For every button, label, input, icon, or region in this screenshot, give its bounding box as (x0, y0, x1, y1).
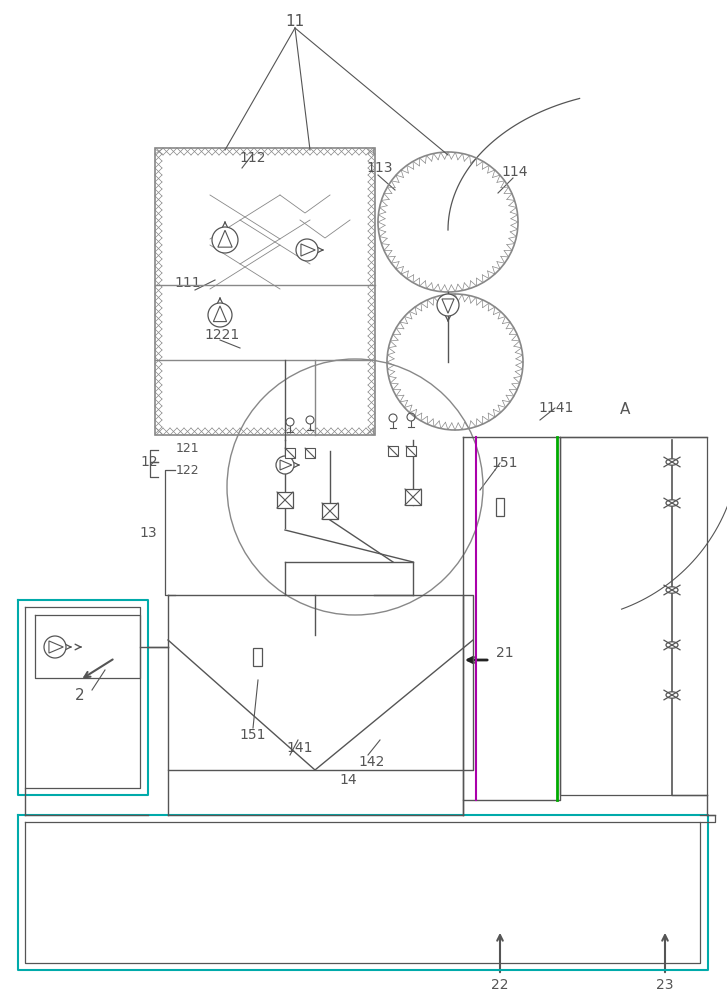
Ellipse shape (666, 692, 678, 698)
Text: 23: 23 (656, 978, 674, 992)
Text: 111: 111 (174, 276, 201, 290)
Circle shape (208, 303, 232, 327)
Bar (155, 148, 375, 435)
Text: A: A (620, 402, 630, 418)
Bar (406, 446, 416, 456)
Circle shape (437, 294, 459, 316)
Text: 121: 121 (176, 442, 200, 454)
Circle shape (276, 456, 294, 474)
Text: 151: 151 (491, 456, 518, 470)
Bar (496, 498, 504, 516)
Bar (322, 503, 338, 519)
Text: 142: 142 (359, 755, 385, 769)
Text: 1141: 1141 (538, 401, 574, 415)
Text: 114: 114 (502, 165, 529, 179)
Text: 13: 13 (139, 526, 157, 540)
Text: 113: 113 (366, 161, 393, 175)
Text: 141: 141 (286, 741, 313, 755)
Ellipse shape (666, 587, 678, 593)
Bar (277, 492, 293, 508)
Ellipse shape (666, 642, 678, 648)
Text: 22: 22 (491, 978, 509, 992)
Circle shape (44, 636, 66, 658)
Text: 1221: 1221 (204, 328, 240, 342)
Text: 122: 122 (176, 464, 200, 477)
Text: 151: 151 (240, 728, 266, 742)
Circle shape (296, 239, 318, 261)
Circle shape (212, 227, 238, 253)
Text: 2: 2 (75, 688, 85, 702)
Bar (285, 448, 295, 458)
Text: 12: 12 (140, 455, 158, 469)
Ellipse shape (666, 500, 678, 506)
Bar (388, 446, 398, 456)
Bar (305, 448, 315, 458)
Text: 11: 11 (286, 14, 305, 29)
Text: 14: 14 (340, 773, 357, 787)
Ellipse shape (666, 459, 678, 465)
Bar (254, 648, 262, 666)
Text: 21: 21 (497, 646, 514, 660)
Text: 112: 112 (240, 151, 266, 165)
Bar (405, 489, 421, 505)
